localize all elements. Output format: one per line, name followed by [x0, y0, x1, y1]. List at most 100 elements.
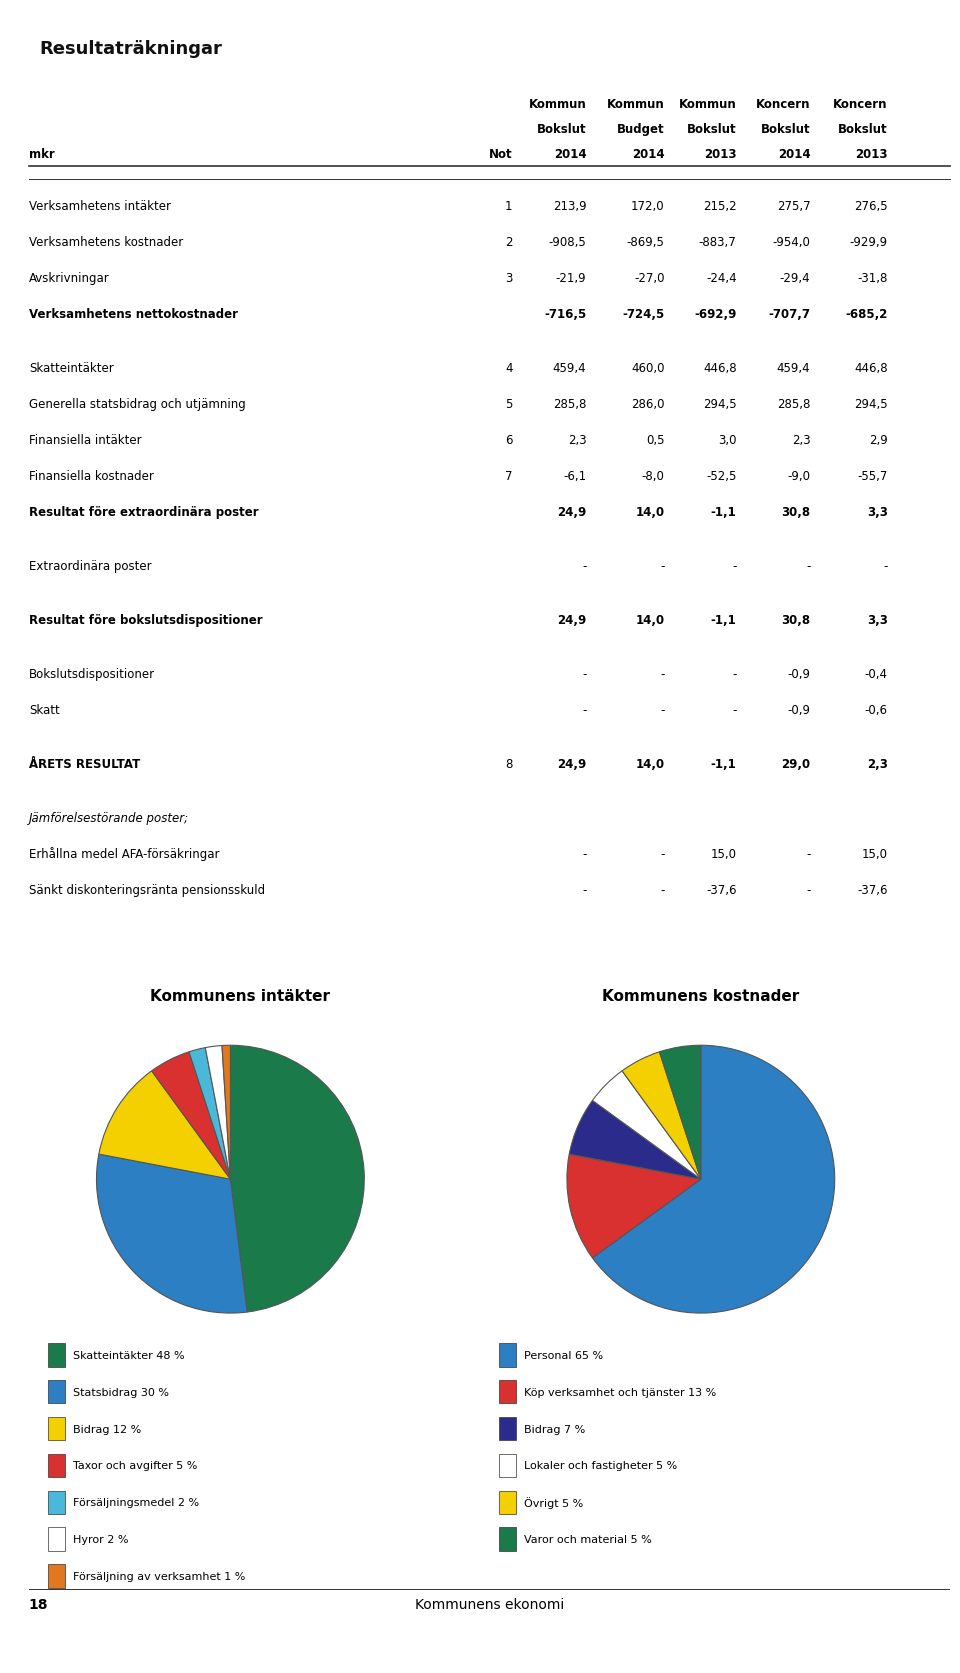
Text: 215,2: 215,2 — [703, 199, 736, 212]
Text: 3,3: 3,3 — [867, 505, 888, 519]
Text: -24,4: -24,4 — [706, 271, 736, 284]
Text: Budget: Budget — [617, 124, 664, 136]
Text: 294,5: 294,5 — [703, 398, 736, 410]
Text: 2013: 2013 — [704, 149, 736, 161]
Wedge shape — [660, 1046, 701, 1179]
Text: -1,1: -1,1 — [710, 505, 736, 519]
Wedge shape — [222, 1046, 230, 1179]
Text: 14,0: 14,0 — [636, 505, 664, 519]
Text: Koncern: Koncern — [833, 99, 888, 110]
Text: 446,8: 446,8 — [854, 361, 888, 375]
Text: Kommun: Kommun — [607, 99, 664, 110]
Text: -883,7: -883,7 — [699, 236, 736, 249]
Text: -692,9: -692,9 — [694, 308, 736, 321]
Text: -: - — [582, 559, 587, 572]
Text: -1,1: -1,1 — [710, 614, 736, 626]
Text: 30,8: 30,8 — [781, 505, 810, 519]
Text: Verksamhetens nettokostnader: Verksamhetens nettokostnader — [29, 308, 238, 321]
Text: -: - — [732, 668, 736, 681]
Text: -685,2: -685,2 — [846, 308, 888, 321]
Text: Verksamhetens intäkter: Verksamhetens intäkter — [29, 199, 171, 212]
Text: -0,9: -0,9 — [787, 703, 810, 716]
Text: -52,5: -52,5 — [707, 470, 736, 482]
Text: ÅRETS RESULTAT: ÅRETS RESULTAT — [29, 758, 140, 770]
Text: -: - — [732, 703, 736, 716]
Text: Bokslut: Bokslut — [687, 124, 736, 136]
Text: 294,5: 294,5 — [854, 398, 888, 410]
Text: 8: 8 — [505, 758, 513, 770]
Text: 2,9: 2,9 — [869, 433, 888, 447]
Text: 3,3: 3,3 — [867, 614, 888, 626]
Text: -31,8: -31,8 — [857, 271, 888, 284]
Text: 285,8: 285,8 — [777, 398, 810, 410]
Text: 3: 3 — [505, 271, 513, 284]
Text: Extraordinära poster: Extraordinära poster — [29, 559, 152, 572]
Text: Kommunens intäkter: Kommunens intäkter — [150, 989, 330, 1004]
Text: Försäljningsmedel 2 %: Försäljningsmedel 2 % — [73, 1497, 199, 1507]
Wedge shape — [205, 1046, 230, 1179]
Text: -: - — [660, 559, 664, 572]
Wedge shape — [567, 1154, 701, 1258]
Text: -8,0: -8,0 — [642, 470, 664, 482]
Text: 14,0: 14,0 — [636, 758, 664, 770]
Text: 30,8: 30,8 — [781, 614, 810, 626]
Text: Finansiella kostnader: Finansiella kostnader — [29, 470, 154, 482]
Text: 285,8: 285,8 — [553, 398, 587, 410]
Text: -37,6: -37,6 — [857, 883, 888, 897]
Text: -: - — [660, 703, 664, 716]
Text: 24,9: 24,9 — [557, 614, 587, 626]
Text: Jämförelsestörande poster;: Jämförelsestörande poster; — [29, 811, 189, 825]
Text: -9,0: -9,0 — [787, 470, 810, 482]
Text: 446,8: 446,8 — [703, 361, 736, 375]
Wedge shape — [99, 1071, 230, 1179]
Text: -0,9: -0,9 — [787, 668, 810, 681]
Text: Statsbidrag 30 %: Statsbidrag 30 % — [73, 1387, 169, 1397]
Text: 286,0: 286,0 — [632, 398, 664, 410]
Text: -724,5: -724,5 — [622, 308, 664, 321]
Text: Sänkt diskonteringsränta pensionsskuld: Sänkt diskonteringsränta pensionsskuld — [29, 883, 265, 897]
Text: Bidrag 12 %: Bidrag 12 % — [73, 1424, 141, 1434]
Text: 460,0: 460,0 — [632, 361, 664, 375]
Text: -: - — [806, 883, 810, 897]
Text: Kommun: Kommun — [679, 99, 736, 110]
Text: -37,6: -37,6 — [707, 883, 736, 897]
Text: -6,1: -6,1 — [564, 470, 587, 482]
Text: 24,9: 24,9 — [557, 758, 587, 770]
Text: 2013: 2013 — [855, 149, 888, 161]
Text: Taxor och avgifter 5 %: Taxor och avgifter 5 % — [73, 1461, 198, 1471]
Text: Finansiella intäkter: Finansiella intäkter — [29, 433, 141, 447]
Text: 15,0: 15,0 — [710, 847, 736, 860]
Text: Bokslut: Bokslut — [838, 124, 888, 136]
Text: 2: 2 — [505, 236, 513, 249]
Wedge shape — [152, 1052, 230, 1179]
Wedge shape — [230, 1046, 364, 1312]
Text: Not: Not — [489, 149, 513, 161]
Text: -869,5: -869,5 — [627, 236, 664, 249]
Text: 24,9: 24,9 — [557, 505, 587, 519]
Text: -954,0: -954,0 — [773, 236, 810, 249]
Text: 276,5: 276,5 — [854, 199, 888, 212]
Text: 15,0: 15,0 — [862, 847, 888, 860]
Text: Bokslutsdispositioner: Bokslutsdispositioner — [29, 668, 155, 681]
Text: 2014: 2014 — [778, 149, 810, 161]
Text: -: - — [660, 883, 664, 897]
Text: Generella statsbidrag och utjämning: Generella statsbidrag och utjämning — [29, 398, 246, 410]
Text: 459,4: 459,4 — [777, 361, 810, 375]
Text: 213,9: 213,9 — [553, 199, 587, 212]
Text: -716,5: -716,5 — [544, 308, 587, 321]
Text: 2,3: 2,3 — [792, 433, 810, 447]
Text: Personal 65 %: Personal 65 % — [524, 1350, 603, 1360]
Text: 7: 7 — [505, 470, 513, 482]
Text: Resultat före bokslutsdispositioner: Resultat före bokslutsdispositioner — [29, 614, 262, 626]
Text: Köp verksamhet och tjänster 13 %: Köp verksamhet och tjänster 13 % — [524, 1387, 716, 1397]
Wedge shape — [569, 1101, 701, 1179]
Text: 29,0: 29,0 — [781, 758, 810, 770]
Text: 2,3: 2,3 — [867, 758, 888, 770]
Text: -21,9: -21,9 — [556, 271, 587, 284]
Text: Resultaträkningar: Resultaträkningar — [40, 40, 223, 57]
Text: 172,0: 172,0 — [631, 199, 664, 212]
Text: -: - — [660, 847, 664, 860]
Text: Bokslut: Bokslut — [537, 124, 587, 136]
Text: Varor och material 5 %: Varor och material 5 % — [524, 1534, 652, 1544]
Text: -: - — [883, 559, 888, 572]
